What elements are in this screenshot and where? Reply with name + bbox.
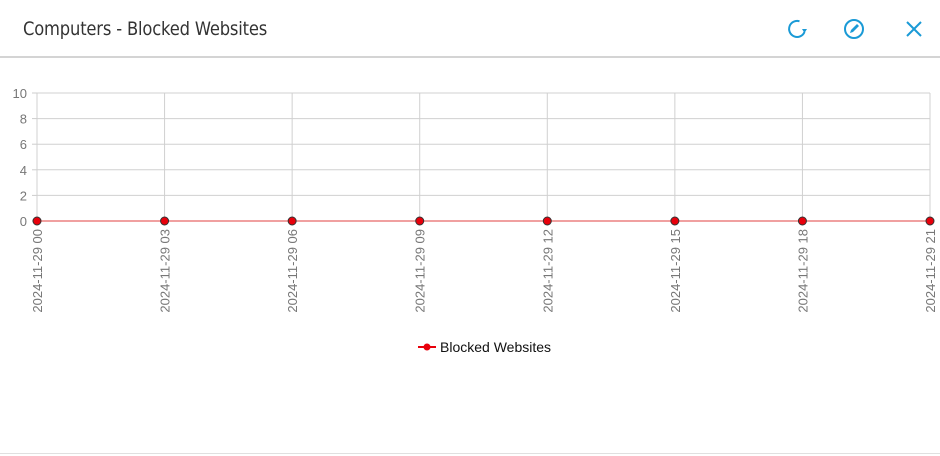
x-tick-label: 2024-11-29 06 bbox=[285, 229, 300, 313]
refresh-button[interactable] bbox=[785, 17, 809, 41]
footer-divider bbox=[0, 453, 940, 454]
data-point[interactable] bbox=[160, 216, 170, 226]
y-tick-label: 4 bbox=[20, 163, 27, 178]
data-point[interactable] bbox=[287, 216, 297, 226]
x-tick-label: 2024-11-29 12 bbox=[540, 229, 555, 313]
x-tick-label: 2024-11-29 03 bbox=[158, 229, 173, 313]
data-point[interactable] bbox=[925, 216, 935, 226]
edit-button[interactable] bbox=[842, 17, 866, 41]
legend-marker bbox=[423, 343, 431, 351]
legend[interactable]: Blocked Websites bbox=[418, 339, 551, 355]
close-button[interactable] bbox=[902, 17, 926, 41]
edit-icon bbox=[844, 19, 864, 39]
line-chart: 0 2 4 6 8 10 2024-11-29 00 2024-11-29 03 2024-1… bbox=[13, 86, 938, 355]
legend-label: Blocked Websites bbox=[440, 339, 551, 355]
y-tick-label: 10 bbox=[13, 86, 27, 101]
data-point[interactable] bbox=[542, 216, 552, 226]
y-tick-label: 8 bbox=[20, 112, 27, 127]
data-point[interactable] bbox=[670, 216, 680, 226]
y-tick-label: 0 bbox=[20, 214, 27, 229]
x-tick-label: 2024-11-29 15 bbox=[668, 229, 683, 313]
data-point[interactable] bbox=[797, 216, 807, 226]
close-icon bbox=[906, 21, 922, 37]
y-tick-label: 6 bbox=[20, 137, 27, 152]
x-tick-label: 2024-11-29 18 bbox=[795, 229, 810, 313]
panel-title: Computers - Blocked Websites bbox=[23, 18, 268, 40]
data-point[interactable] bbox=[415, 216, 425, 226]
refresh-icon bbox=[788, 19, 807, 38]
data-point[interactable] bbox=[32, 216, 42, 226]
y-tick-label: 2 bbox=[20, 188, 27, 203]
x-tick-label: 2024-11-29 09 bbox=[413, 229, 428, 313]
x-tick-label: 2024-11-29 00 bbox=[30, 229, 45, 313]
x-tick-label: 2024-11-29 21 bbox=[923, 229, 938, 313]
panel-header: Computers - Blocked Websites bbox=[0, 0, 940, 58]
